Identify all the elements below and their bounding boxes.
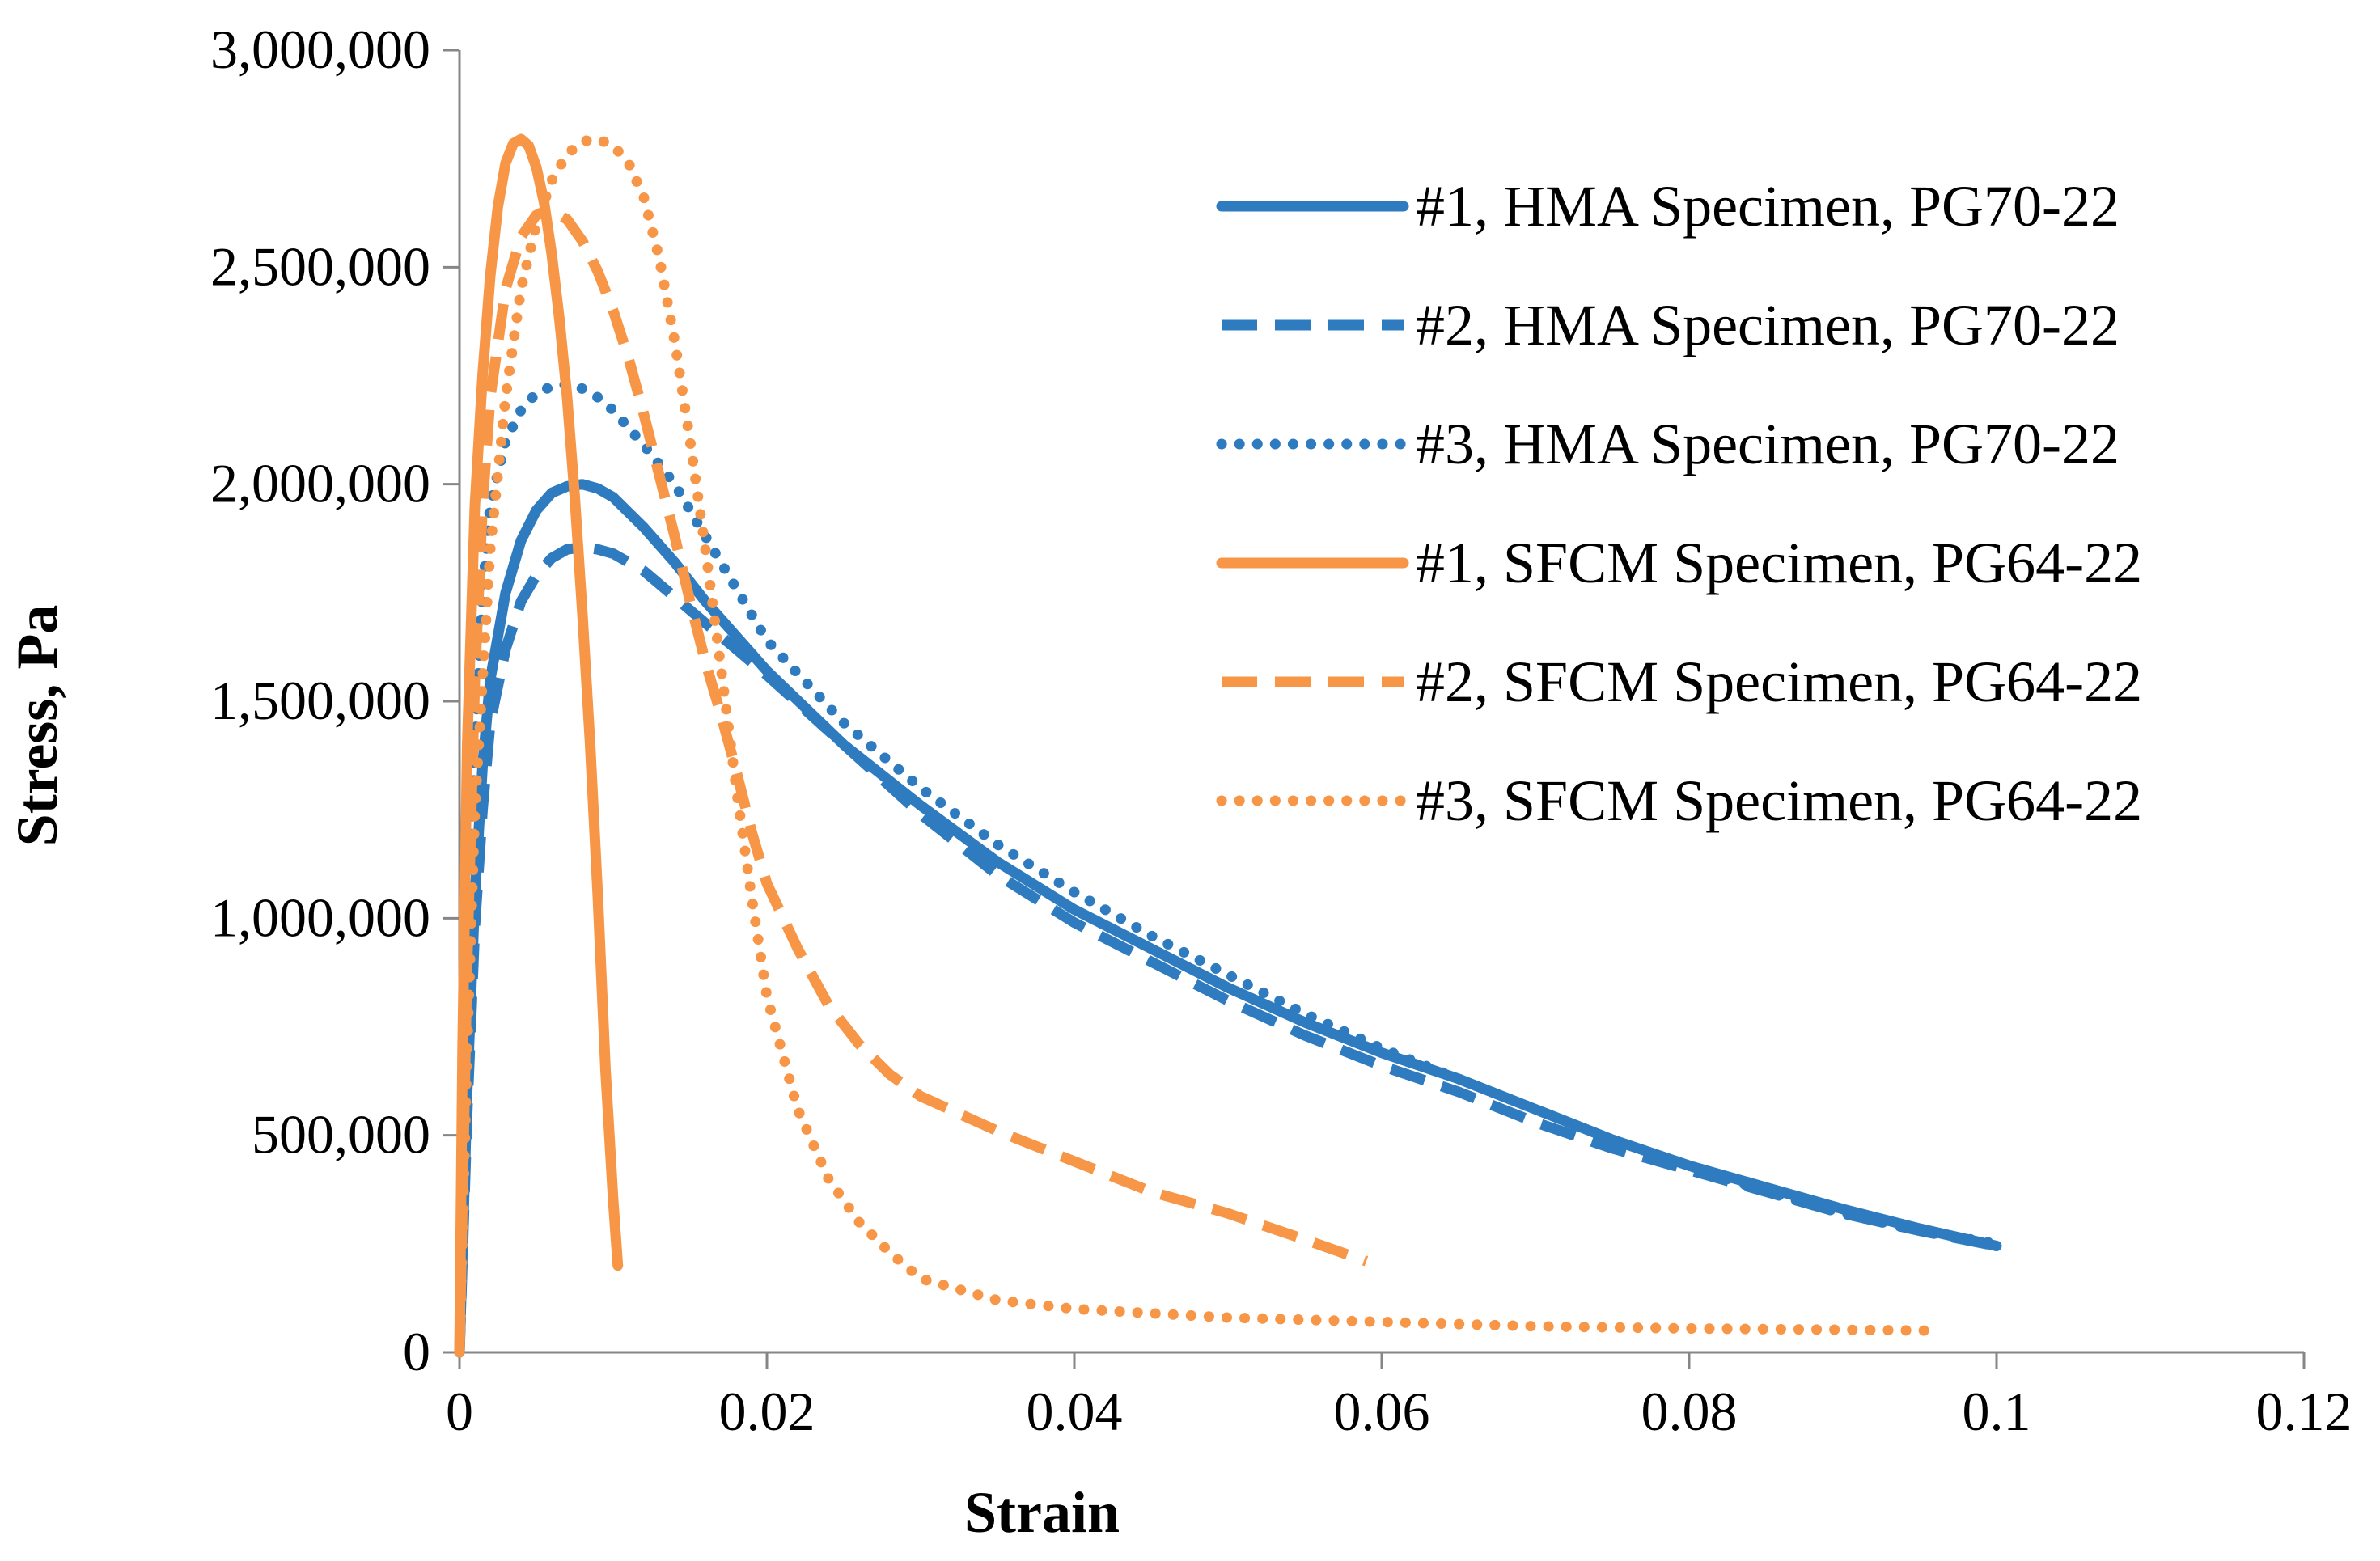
legend-label-5: #2, SFCM Specimen, PG64-22 [1416, 649, 2142, 714]
y-tick-label: 2,500,000 [210, 235, 430, 297]
y-tick-label: 2,000,000 [210, 453, 430, 514]
x-tick-label: 0.12 [2256, 1381, 2352, 1442]
x-axis-title: Strain [964, 1480, 1120, 1545]
legend-label-6: #3, SFCM Specimen, PG64-22 [1416, 768, 2142, 833]
legend: #1, HMA Specimen, PG70-22 #2, HMA Specime… [1216, 174, 2142, 833]
x-tick-label: 0.04 [1027, 1381, 1123, 1442]
x-tick-label: 0 [446, 1381, 473, 1442]
series-line-2 [454, 542, 1998, 1353]
y-tick-label: 1,500,000 [210, 670, 430, 731]
series-line-6 [454, 133, 1941, 1358]
x-tick-label: 0.1 [1963, 1381, 2031, 1442]
x-tick-label: 0.08 [1641, 1381, 1738, 1442]
y-tick-label: 500,000 [252, 1104, 430, 1165]
legend-label-4: #1, SFCM Specimen, PG64-22 [1416, 531, 2142, 595]
legend-label-2: #2, HMA Specimen, PG70-22 [1416, 293, 2120, 357]
legend-label-3: #3, HMA Specimen, PG70-22 [1416, 412, 2120, 476]
series-lines [454, 133, 2002, 1358]
series-line-5 [454, 205, 1369, 1353]
y-tick-label: 3,000,000 [210, 19, 430, 80]
legend-label-1: #1, HMA Specimen, PG70-22 [1416, 174, 2120, 239]
series-line-4 [454, 133, 624, 1358]
y-tick-label: 1,000,000 [210, 886, 430, 948]
axes: 0 500,000 1,000,000 1,500,000 2,000,000 2,500… [210, 19, 2352, 1442]
x-tick-label: 0.02 [719, 1381, 815, 1442]
y-axis-title: Stress, Pa [5, 605, 70, 847]
y-tick-label: 0 [403, 1321, 430, 1382]
series-line-3 [454, 379, 2002, 1358]
x-tick-label: 0.06 [1334, 1381, 1430, 1442]
